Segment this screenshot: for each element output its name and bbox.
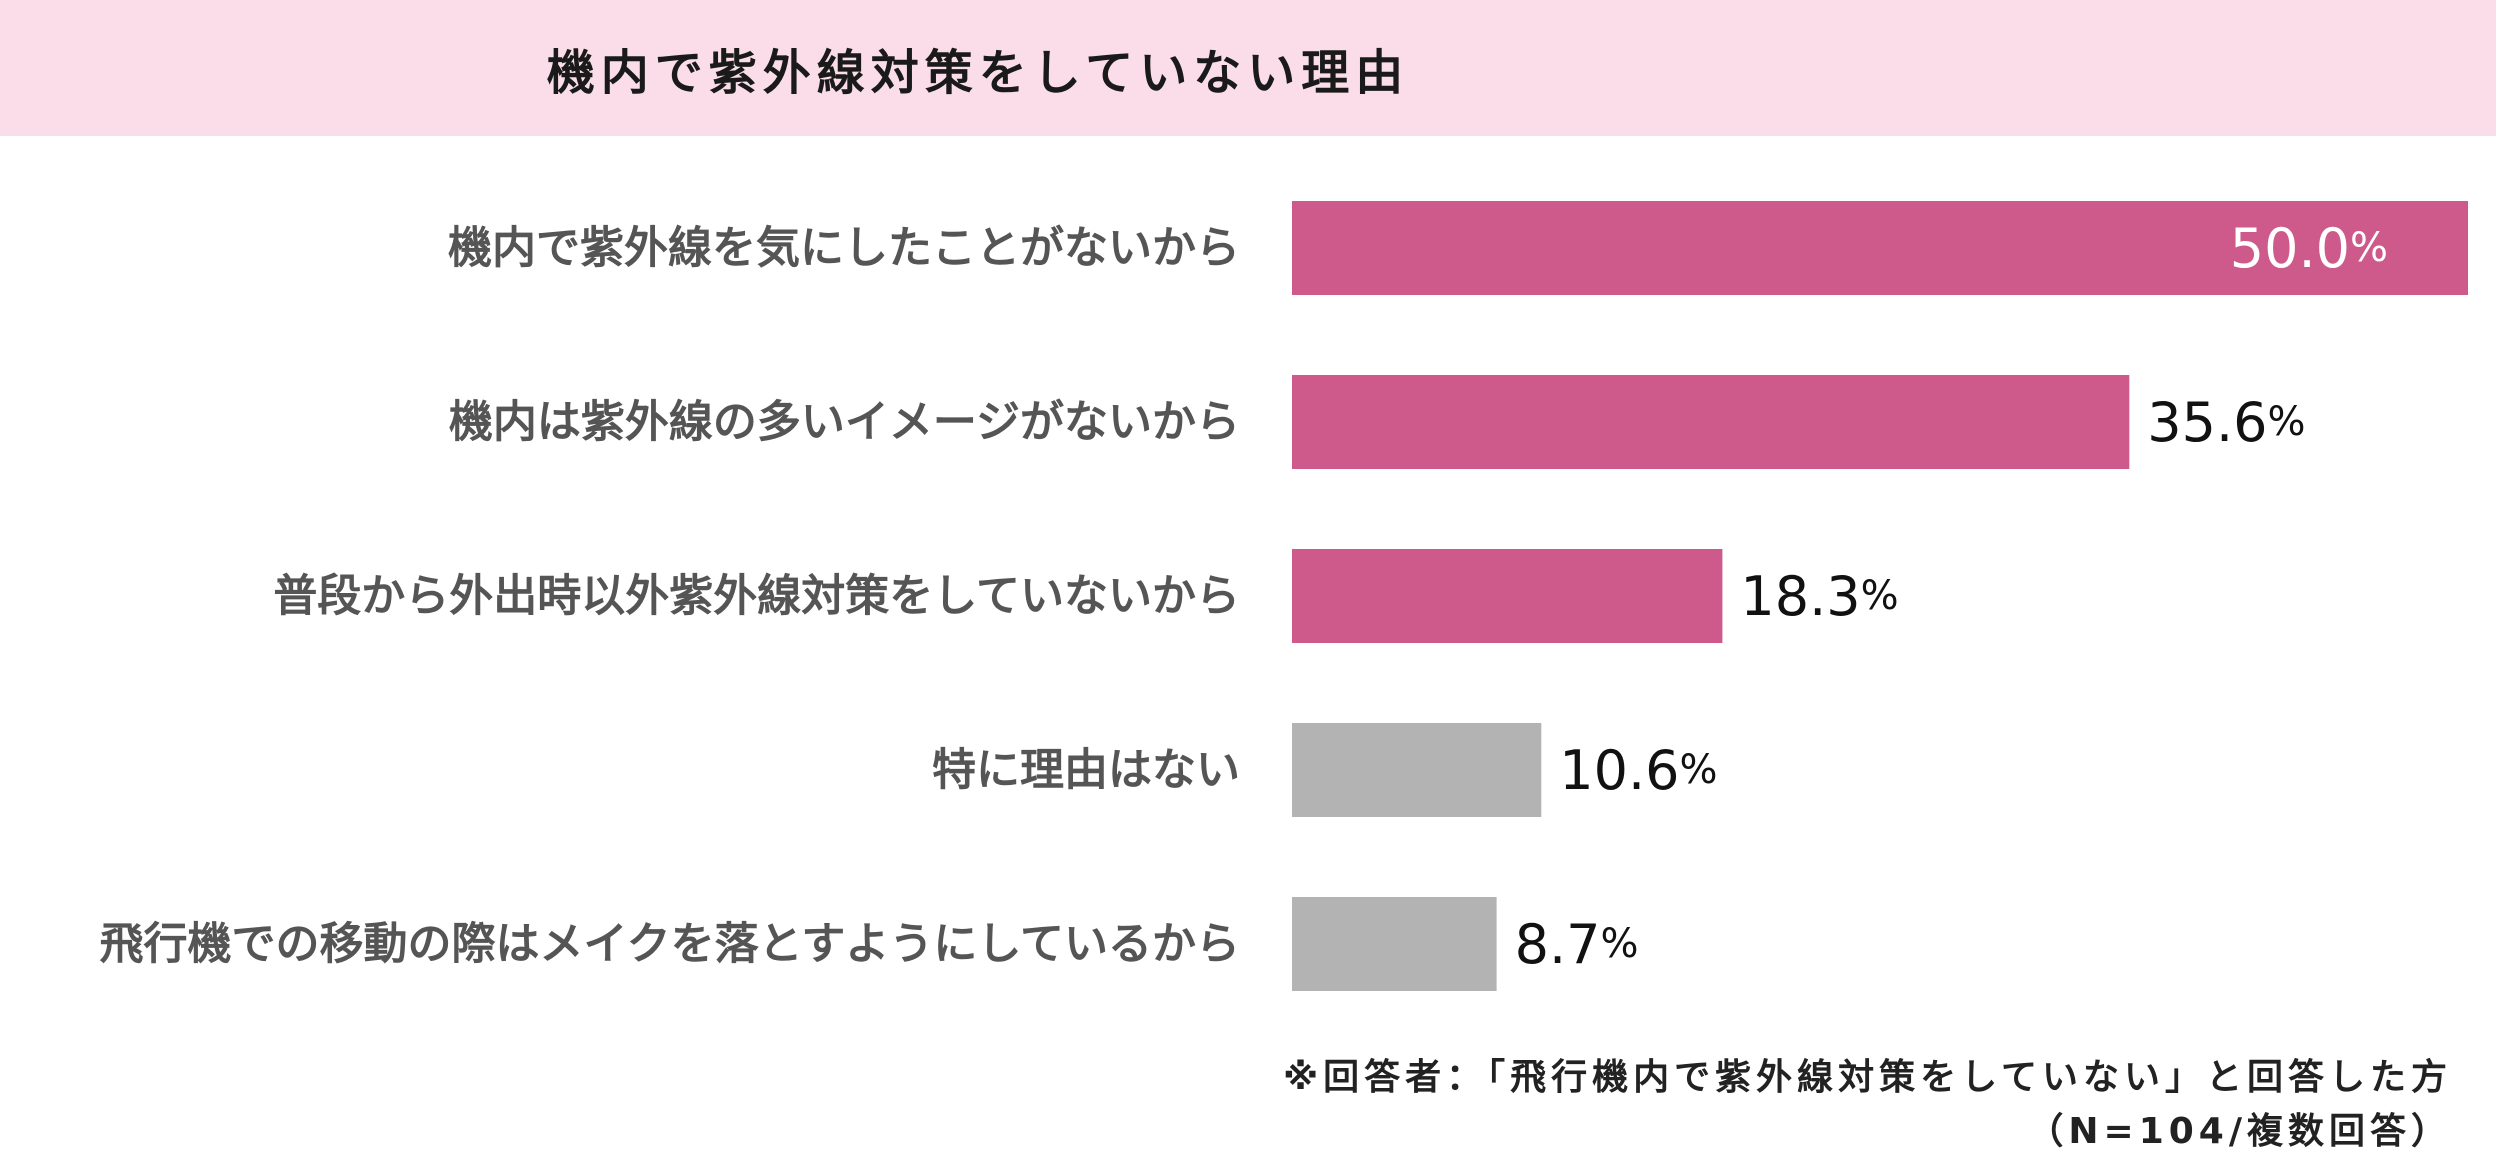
category-label-1: 機内で紫外線を気にしたことがないから: [448, 223, 1240, 274]
value-label-2: 35.6%: [2147, 391, 2305, 454]
respondents-note: ※回答者：「飛行機内で紫外線対策をしていない」と回答した方: [1283, 1057, 2452, 1098]
bar-2: [1292, 375, 2130, 469]
category-label-5: 飛行機での移動の際はメイクを落とすようにしているから: [100, 919, 1240, 970]
bar-4: [1292, 723, 1542, 817]
bar-1: [1292, 201, 2468, 295]
category-label-4: 特に理由はない: [932, 745, 1240, 796]
bar-5: [1292, 897, 1497, 991]
value-label-1: 50.0%: [2230, 217, 2388, 280]
title-band: 機内で紫外線対策をしていない理由: [0, 0, 2496, 136]
bar-3: [1292, 549, 1723, 643]
value-label-4: 10.6%: [1559, 739, 1717, 802]
sample-note: （N=104/複数回答）: [2027, 1111, 2452, 1152]
category-label-3: 普段から外出時以外紫外線対策をしていないから: [273, 571, 1240, 622]
chart-title: 機内で紫外線対策をしていない理由: [546, 45, 1410, 101]
value-label-5: 8.7%: [1515, 913, 1639, 976]
value-label-3: 18.3%: [1740, 565, 1898, 628]
category-label-2: 機内は紫外線の多いイメージがないから: [449, 397, 1240, 448]
